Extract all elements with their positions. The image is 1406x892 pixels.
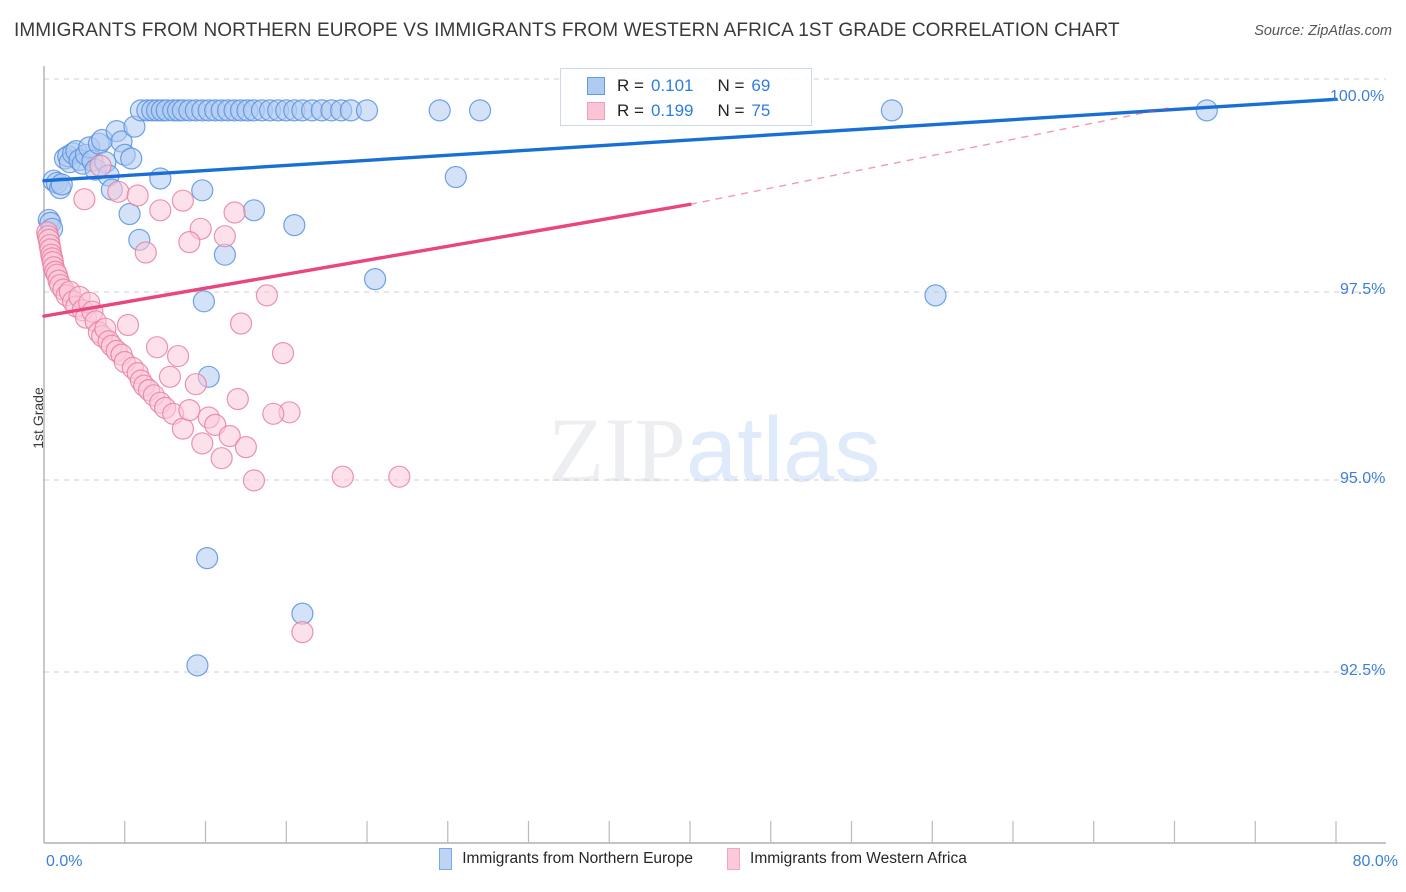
legend-n-label-blue: N =: [717, 75, 745, 95]
data-point: [120, 147, 143, 170]
series-swatch-blue: [439, 848, 453, 870]
data-point: [89, 154, 112, 177]
series-points-western-africa: [36, 154, 411, 644]
data-point: [145, 336, 169, 359]
data-point: [213, 225, 236, 248]
data-point: [1195, 99, 1218, 122]
page-title: IMMIGRANTS FROM NORTHERN EUROPE VS IMMIG…: [14, 20, 1120, 41]
data-point: [271, 342, 295, 365]
data-point: [444, 165, 467, 189]
data-point: [126, 184, 149, 207]
data-point: [186, 654, 209, 677]
legend-r-value-pink: 0.199: [650, 100, 694, 120]
y-tick-1: 97.5%: [1340, 281, 1386, 298]
series-swatch-pink: [727, 848, 741, 870]
data-point: [118, 202, 141, 226]
data-point: [255, 284, 278, 307]
series-label-western-africa: Immigrants from Western Africa: [750, 850, 967, 867]
series-legend-item-northern-europe[interactable]: Immigrants from Northern Europe: [439, 848, 693, 870]
data-point: [171, 417, 194, 440]
legend-row-northern-europe: R = 0.101 N = 69: [587, 73, 811, 98]
y-tick-0: 100.0%: [1330, 88, 1385, 105]
legend-swatch-blue: [587, 76, 605, 95]
legend-row-western-africa: R = 0.199 N = 75: [587, 98, 811, 123]
series-points-northern-europe: [37, 99, 1218, 677]
data-point: [116, 313, 140, 337]
y-tick-2: 95.0%: [1340, 470, 1386, 487]
trendline-western-africa: [42, 202, 692, 318]
data-point: [184, 373, 207, 396]
data-point: [149, 199, 172, 222]
legend-r-label-pink: R =: [617, 100, 644, 120]
data-point: [191, 179, 214, 202]
data-point: [291, 620, 314, 644]
data-point: [242, 469, 266, 492]
data-point: [291, 602, 314, 625]
data-point: [880, 99, 903, 122]
data-point: [158, 365, 182, 388]
data-point: [363, 268, 387, 291]
data-point: [468, 99, 492, 122]
data-point: [262, 402, 285, 425]
data-point: [213, 243, 236, 266]
x-tick-max: 80.0%: [1352, 853, 1398, 870]
source-label: Source: ZipAtlas.com: [1254, 23, 1392, 39]
data-point: [191, 432, 214, 455]
data-point: [226, 387, 249, 411]
data-point: [178, 231, 201, 254]
data-point: [73, 188, 96, 211]
data-point: [229, 312, 253, 335]
data-point: [134, 241, 157, 264]
legend-r-label-blue: R =: [617, 75, 644, 95]
data-point: [223, 201, 246, 224]
data-point: [355, 99, 379, 122]
data-point: [166, 344, 190, 368]
legend-n-label-pink: N =: [717, 100, 745, 120]
data-point: [234, 436, 257, 459]
data-point: [171, 189, 194, 212]
trendline-extension-western-africa: [689, 106, 1175, 206]
data-point: [242, 199, 266, 222]
data-point: [283, 214, 306, 237]
data-point: [388, 465, 411, 488]
x-tick-min: 0.0%: [46, 853, 83, 870]
data-point: [218, 424, 241, 448]
data-point: [178, 399, 201, 422]
legend-swatch-pink: [587, 101, 605, 120]
series-legend: Immigrants from Northern Europe Immigran…: [0, 848, 1406, 870]
legend-n-value-blue: 69: [751, 75, 771, 95]
legend-n-value-pink: 75: [751, 100, 771, 120]
trendline-northern-europe: [42, 97, 1338, 183]
data-point: [149, 167, 172, 190]
data-point: [924, 284, 947, 307]
data-point: [196, 546, 219, 570]
data-point: [192, 290, 215, 313]
legend-r-value-blue: 0.101: [650, 75, 694, 95]
data-point: [50, 173, 73, 196]
series-legend-item-western-africa[interactable]: Immigrants from Western Africa: [727, 848, 967, 870]
series-label-northern-europe: Immigrants from Northern Europe: [462, 850, 694, 867]
correlation-legend: R = 0.101 N = 69 R = 0.199 N = 75: [560, 68, 812, 126]
data-point: [428, 99, 451, 122]
y-tick-3: 92.5%: [1340, 662, 1386, 679]
y-axis-label: 1st Grade: [30, 387, 46, 449]
data-point: [331, 465, 354, 488]
data-point: [210, 447, 233, 470]
data-point: [107, 180, 130, 203]
